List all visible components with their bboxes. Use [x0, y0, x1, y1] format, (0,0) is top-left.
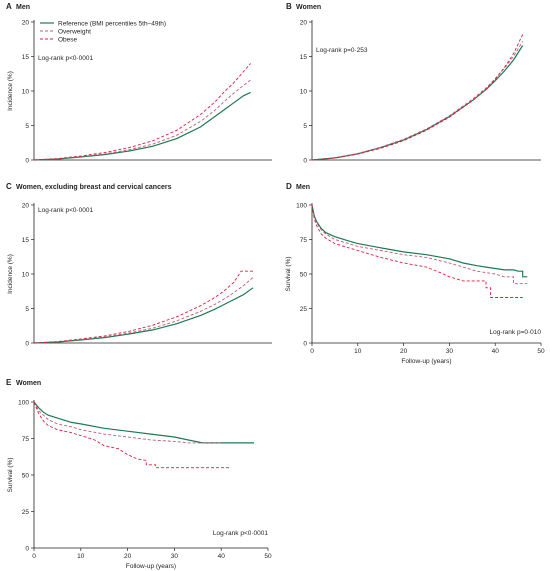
- series-line-overweight: [311, 204, 528, 285]
- y-tick-label: 15: [300, 54, 308, 61]
- y-tick-label: 75: [300, 237, 308, 244]
- log-rank-annotation: Log-rank p=0·010: [490, 329, 542, 336]
- x-tick-label: 40: [218, 553, 226, 560]
- y-tick-label: 50: [300, 271, 308, 278]
- y-tick-label: 15: [22, 54, 30, 61]
- y-tick-label: 0: [25, 157, 29, 164]
- panel-letter: A: [6, 2, 12, 11]
- log-rank-annotation: Log-rank p<0·0001: [213, 530, 268, 537]
- series-line-obese: [311, 204, 523, 298]
- panel-title: Women: [296, 4, 321, 11]
- series-line-reference: [33, 91, 251, 161]
- y-tick-label: 75: [22, 436, 30, 443]
- y-tick-label: 20: [300, 19, 308, 26]
- x-tick-label: 10: [77, 553, 85, 560]
- series-line-overweight: [33, 79, 251, 161]
- x-tick-label: 50: [537, 348, 545, 355]
- legend-entry: Overweight: [58, 28, 91, 35]
- legend-entry: Reference (BMI percentiles 5th–49th): [58, 20, 166, 27]
- panel-d: D Men 0 25 50 75 100 0 10 20 30 40 50 Survival (%) Fol…: [285, 182, 545, 365]
- y-tick-label: 100: [18, 399, 29, 406]
- y-tick-label: 25: [22, 509, 30, 516]
- series-line-obese: [33, 401, 231, 469]
- y-tick-label: 0: [25, 545, 29, 552]
- log-rank-annotation: Log-rank p=0·253: [316, 47, 368, 54]
- panel-title: Men: [296, 184, 310, 191]
- y-axis-label: Incidence (%): [7, 254, 14, 294]
- x-tick-label: 20: [124, 553, 132, 560]
- panel-title: Women, excluding breast and cervical can…: [16, 184, 172, 191]
- y-tick-label: 20: [22, 19, 30, 26]
- series-line-overweight: [33, 401, 222, 444]
- y-axis-label: Survival (%): [7, 457, 14, 492]
- y-tick-label: 50: [22, 472, 30, 479]
- log-rank-annotation: Log-rank p<0·0001: [38, 207, 93, 214]
- series-line-reference: [33, 401, 254, 444]
- panel-title: Men: [16, 4, 30, 11]
- series-line-overweight: [311, 41, 524, 161]
- y-tick-label: 0: [303, 157, 307, 164]
- x-axis-label: Follow-up (years): [126, 563, 176, 570]
- series-line-reference: [311, 204, 528, 278]
- x-tick-label: 30: [446, 348, 454, 355]
- y-tick-label: 0: [25, 340, 29, 347]
- y-tick-label: 10: [22, 88, 30, 95]
- x-tick-label: 0: [32, 553, 36, 560]
- y-tick-label: 20: [22, 202, 30, 209]
- panel-c: C Women, excluding breast and cervical ca…: [6, 182, 272, 347]
- series-line-obese: [311, 34, 524, 161]
- y-tick-label: 25: [300, 306, 308, 313]
- panel-letter: D: [286, 182, 292, 191]
- y-tick-label: 10: [22, 271, 30, 278]
- series-line-reference: [33, 287, 254, 344]
- x-tick-label: 20: [400, 348, 408, 355]
- y-axis-label: Incidence (%): [7, 71, 14, 111]
- x-tick-label: 50: [264, 553, 272, 560]
- log-rank-annotation: Log-rank p<0·0001: [38, 55, 93, 62]
- y-axis-label: Survival (%): [285, 256, 292, 291]
- legend-entry: Obese: [58, 36, 78, 43]
- y-tick-label: 100: [296, 202, 307, 209]
- y-tick-label: 5: [25, 306, 29, 313]
- x-axis-label: Follow-up (years): [401, 358, 451, 365]
- y-tick-label: 15: [22, 237, 30, 244]
- panel-letter: E: [6, 378, 12, 387]
- panel-a: A Men 0 5 10 15 20 Incidence (%) Log-rank p<0·00…: [6, 2, 272, 164]
- y-tick-label: 5: [25, 123, 29, 130]
- panel-e: E Women 0 25 50 75 100 0 10 20 30 40 50 Survival (%) F…: [6, 378, 272, 570]
- panel-letter: C: [6, 182, 12, 191]
- panel-b: B Women 0 5 10 15 20 Log-rank p=0·253: [286, 2, 541, 164]
- series-line-overweight: [33, 277, 254, 344]
- panel-letter: B: [286, 2, 292, 11]
- x-tick-label: 30: [171, 553, 179, 560]
- y-tick-label: 5: [303, 123, 307, 130]
- x-tick-label: 10: [354, 348, 362, 355]
- x-tick-label: 40: [492, 348, 500, 355]
- y-tick-label: 10: [300, 88, 308, 95]
- x-tick-label: 0: [310, 348, 314, 355]
- panel-title: Women: [16, 380, 41, 387]
- series-line-obese: [33, 270, 253, 344]
- y-tick-label: 0: [303, 340, 307, 347]
- series-line-reference: [311, 45, 524, 161]
- series-line-obese: [33, 63, 251, 161]
